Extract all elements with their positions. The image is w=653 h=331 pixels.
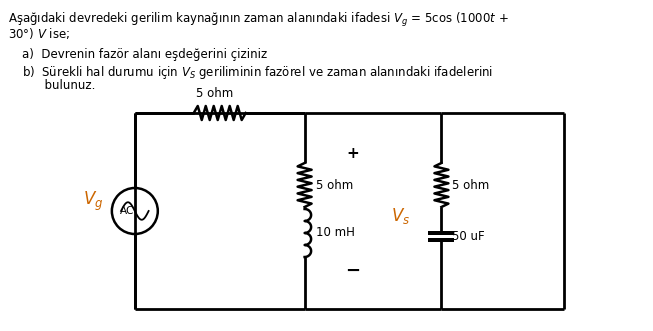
Text: 10 mH: 10 mH <box>315 226 355 240</box>
Text: a)  Devrenin fazör alanı eşdeğerini çiziniz: a) Devrenin fazör alanı eşdeğerini çizin… <box>22 48 267 61</box>
Text: b)  Sürekli hal durumu için $V_S$ geriliminin fazörel ve zaman alanındaki ifadel: b) Sürekli hal durumu için $V_S$ gerilim… <box>22 64 493 81</box>
Text: 30°) $V$ ise;: 30°) $V$ ise; <box>8 26 70 41</box>
Text: 5 ohm: 5 ohm <box>453 178 490 192</box>
Text: $V_g$: $V_g$ <box>82 189 103 213</box>
Text: $V_s$: $V_s$ <box>391 206 410 226</box>
Text: AC: AC <box>119 206 134 216</box>
Text: 5 ohm: 5 ohm <box>196 87 233 100</box>
Text: +: + <box>346 146 359 161</box>
Text: −: − <box>345 262 360 280</box>
Text: 5 ohm: 5 ohm <box>315 178 353 192</box>
Text: bulunuz.: bulunuz. <box>22 79 95 92</box>
Text: 50 uF: 50 uF <box>453 229 485 243</box>
Text: Aşağıdaki devredeki gerilim kaynağının zaman alanındaki ifadesi $V_g$ = 5cos (10: Aşağıdaki devredeki gerilim kaynağının z… <box>8 11 509 29</box>
